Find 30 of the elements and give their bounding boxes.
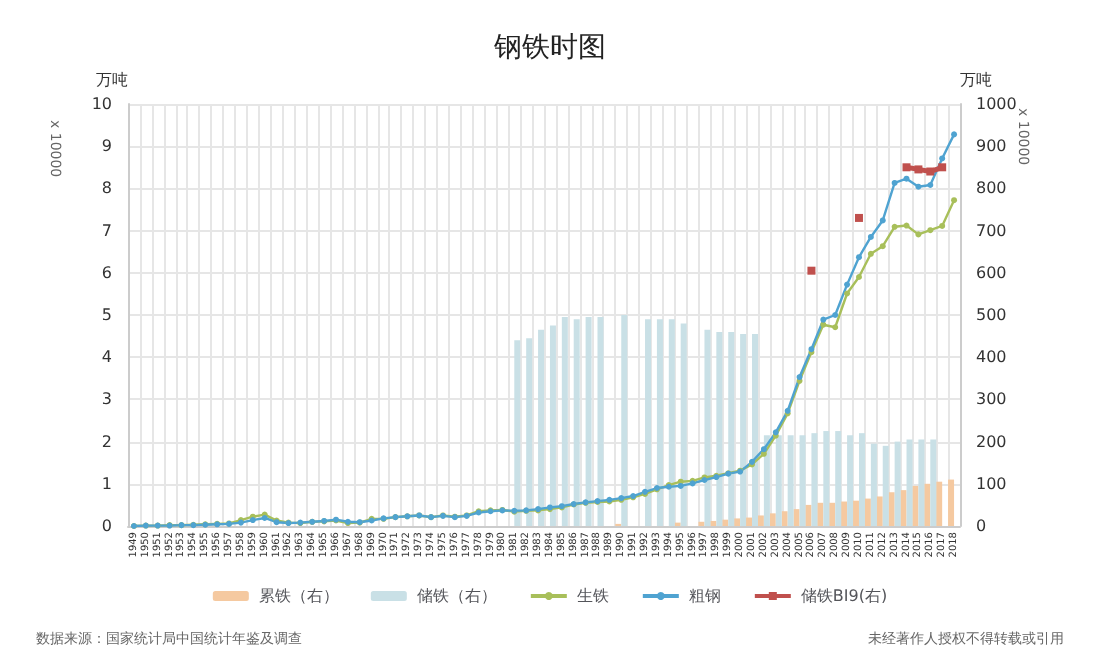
y2-tick-label: 400 [976,348,1007,367]
y-tick-label: 1 [101,474,112,493]
y-tick-label: 5 [101,306,112,324]
legend-label: 储铁（右） [416,587,497,605]
y2-tick-label: 100 [976,474,1007,493]
y-axis-title: 万吨 [96,71,128,89]
legend-label: 生铁 [576,587,609,605]
y2-tick-label: 1000 [976,95,1017,113]
y2-tick-label: 0 [976,517,987,535]
y2-tick-label: 200 [976,432,1007,451]
y-tick-label: 6 [101,263,112,282]
y2-axis-title: 万吨 [960,71,992,89]
y2-tick-label: 800 [976,179,1007,198]
y2-tick-label: 500 [976,306,1007,324]
y2-tick-label: 600 [976,263,1007,282]
y-tick-label: 9 [101,137,112,156]
legend-label: 累铁（右） [258,587,339,605]
y2-tick-label: 900 [976,137,1007,156]
y2-tick-label: 700 [976,221,1007,240]
y-tick-label: 10 [91,95,112,113]
y-tick-label: 8 [101,179,112,198]
y2-tick-label: 300 [976,390,1007,409]
y-tick-label: 4 [101,348,112,367]
legend-label: 储铁BI9(右) [800,587,888,605]
y-tick-label: 3 [101,390,112,409]
y-tick-label: 2 [101,432,112,451]
chart-title: 钢铁时图 [492,32,606,64]
legend-label: 粗钢 [688,587,721,605]
y-tick-label: 7 [101,221,112,240]
y-tick-label: 0 [101,517,112,535]
